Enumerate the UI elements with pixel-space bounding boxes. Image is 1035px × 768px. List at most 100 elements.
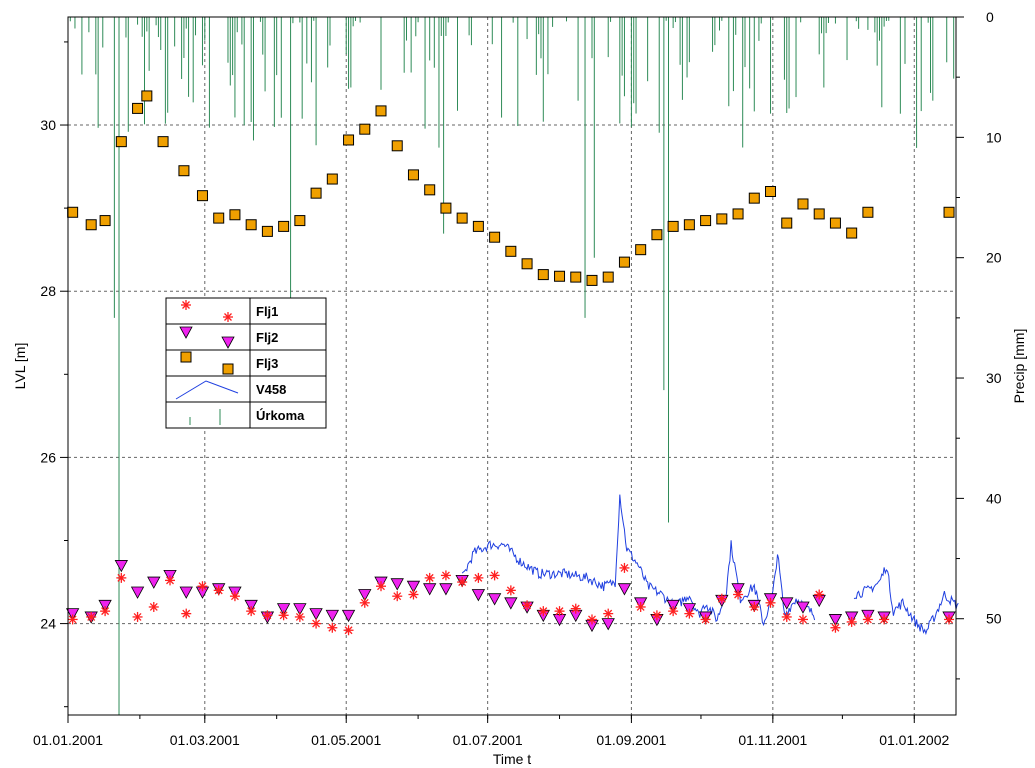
flj3-point	[359, 123, 371, 135]
x-axis-label: Time t	[493, 751, 531, 767]
flj1-point	[148, 601, 159, 612]
legend-label: Flj2	[256, 330, 278, 345]
x-tick-label: 01.09.2001	[596, 732, 666, 748]
flj1-point	[700, 614, 711, 625]
asterisk-stroke	[344, 626, 353, 635]
flj2-point	[114, 560, 129, 573]
flj2-point	[276, 603, 291, 616]
flj2-point	[244, 599, 258, 613]
legend: Flj1 Flj2 Flj3 V458 Úrkoma	[165, 297, 327, 429]
y2-tick-label: 30	[986, 370, 1002, 386]
flj1-point	[554, 606, 565, 617]
flj3-point	[554, 270, 566, 282]
flj3-point	[245, 219, 257, 231]
y-tick-label: 28	[40, 283, 56, 299]
flj3-point	[178, 165, 190, 177]
flj1-point	[538, 606, 549, 617]
asterisk-stroke	[717, 594, 726, 603]
flj3-point	[294, 215, 306, 227]
flj1-point	[830, 622, 841, 633]
flj3-point	[115, 136, 127, 148]
flj1-point	[505, 585, 516, 596]
flj2-point	[130, 586, 145, 599]
asterisk-stroke	[945, 615, 954, 624]
flj2-point	[617, 583, 632, 596]
flj1-point	[879, 614, 890, 625]
asterisk-stroke	[636, 603, 645, 611]
flj1-point	[944, 614, 955, 625]
flj3-point	[537, 269, 549, 281]
x-tick-label: 01.11.2001	[738, 732, 807, 748]
flj3-point	[326, 173, 338, 185]
asterisk-stroke	[230, 592, 239, 601]
flj3-point	[797, 198, 809, 210]
flj1-point	[814, 589, 825, 600]
flj1-point	[246, 606, 257, 617]
y2-tick-label: 0	[986, 9, 994, 25]
flj3-point	[862, 206, 874, 218]
asterisk-stroke	[474, 573, 483, 582]
flj2-point	[390, 578, 404, 591]
asterisk-stroke	[539, 607, 548, 616]
flj1-point	[165, 575, 176, 586]
flj3-point	[829, 217, 841, 229]
asterisk-stroke	[815, 590, 824, 599]
asterisk-stroke	[279, 611, 288, 620]
flj1-point	[67, 614, 78, 625]
flj3-point	[407, 169, 419, 181]
asterisk-stroke	[409, 590, 418, 599]
asterisk-stroke	[604, 609, 613, 618]
flj3-point	[521, 258, 533, 270]
x-tick-label: 01.07.2001	[453, 732, 523, 748]
flj1-point	[392, 591, 403, 602]
flj3-markers	[67, 90, 955, 286]
v458-line	[461, 494, 959, 636]
flj3-point	[943, 206, 955, 218]
flj3-point	[213, 212, 225, 224]
asterisk-stroke	[224, 313, 232, 321]
flj3-point	[391, 140, 403, 152]
flj1-point	[586, 614, 597, 625]
asterisk-stroke	[799, 615, 807, 624]
flj1-point	[311, 618, 322, 629]
flj3-point	[586, 274, 598, 286]
asterisk-stroke	[117, 573, 126, 582]
flj2-point	[504, 597, 518, 610]
flj3-point	[618, 256, 630, 268]
flj3-point	[602, 271, 614, 283]
flj3-point	[748, 192, 760, 204]
flj3-point	[229, 209, 241, 221]
flj3-point	[375, 105, 387, 117]
flj3-point	[683, 219, 695, 231]
asterisk-stroke	[863, 615, 872, 624]
flj1-point	[797, 614, 808, 625]
flj3-point	[456, 212, 468, 224]
legend-symbol	[180, 351, 192, 363]
asterisk-stroke	[198, 582, 207, 591]
asterisk-stroke	[571, 604, 580, 613]
asterisk-stroke	[766, 598, 775, 607]
flj2-point	[796, 601, 810, 614]
asterisk-stroke	[425, 573, 434, 582]
flj3-point	[813, 208, 825, 220]
flj1-point	[668, 606, 679, 617]
flj1-point	[473, 572, 484, 583]
v458-segment	[853, 567, 959, 636]
asterisk-stroke	[880, 615, 889, 624]
asterisk-stroke	[782, 612, 791, 621]
flj2-point	[65, 608, 80, 621]
flj2-markers	[65, 560, 956, 633]
flj2-point	[341, 609, 356, 623]
flj1-point	[619, 562, 630, 573]
y2-tick-label: 10	[986, 129, 1002, 145]
x-tick-label: 01.05.2001	[311, 732, 381, 748]
flj1-point	[457, 577, 468, 588]
flj1-point	[749, 601, 760, 612]
flj3-point	[765, 186, 777, 197]
flj1-point	[294, 611, 305, 622]
flj1-markers	[67, 562, 955, 636]
flj2-point	[423, 583, 437, 596]
flj3-point	[424, 184, 436, 196]
flj3-point	[310, 187, 322, 199]
asterisk-stroke	[847, 617, 856, 626]
